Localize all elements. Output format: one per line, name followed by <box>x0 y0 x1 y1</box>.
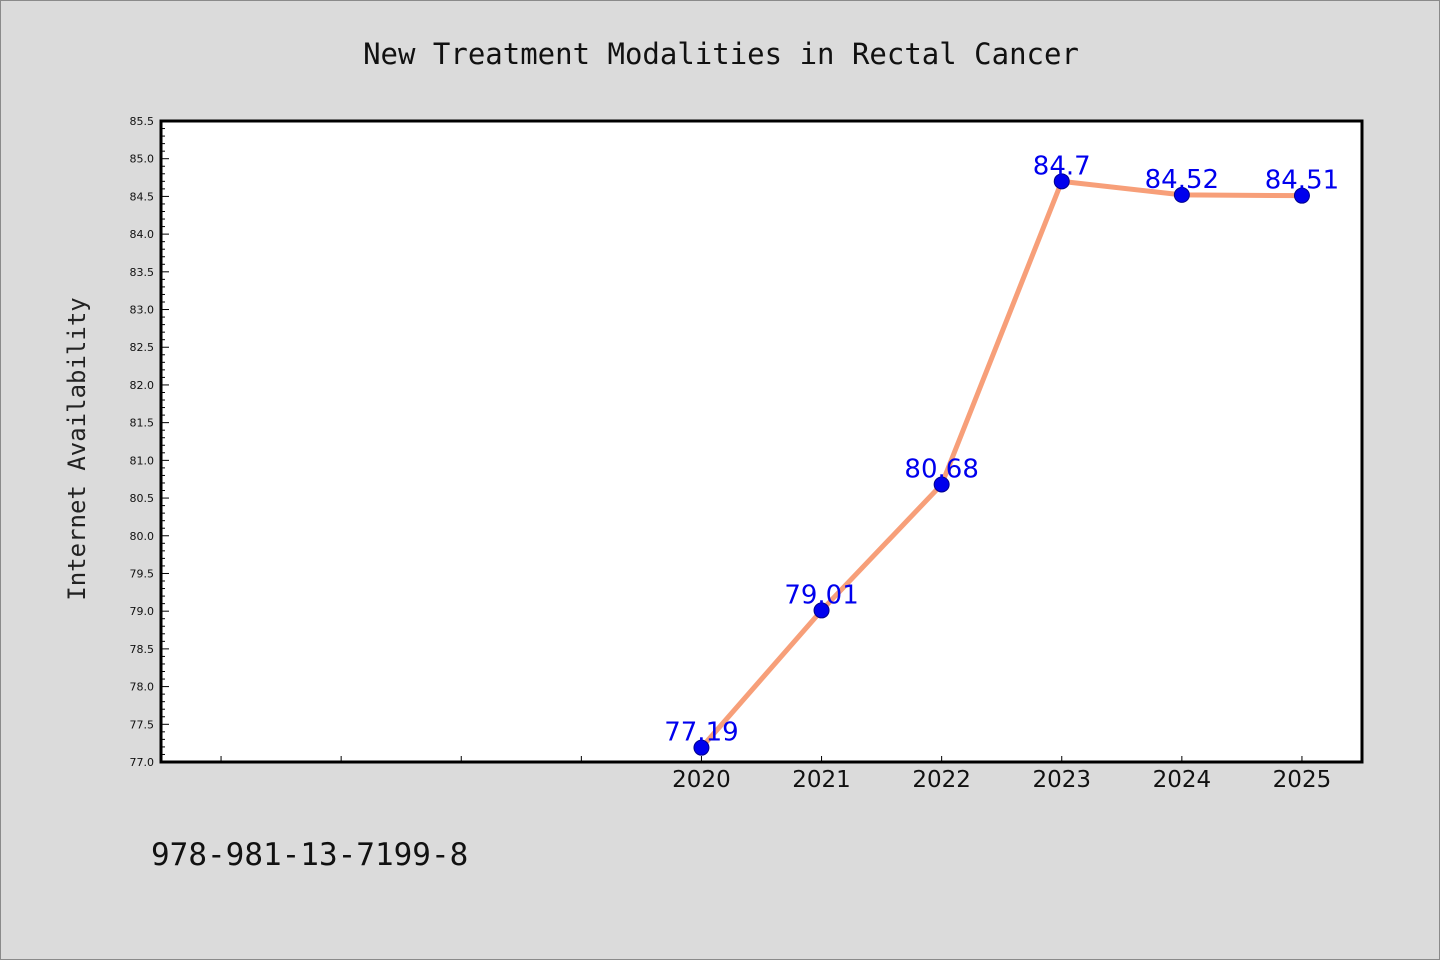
y-tick-label: 79.0 <box>130 605 155 618</box>
y-tick-label: 83.0 <box>130 304 155 317</box>
x-axis: 2020 2021 2022 2023 2024 2025 <box>220 756 1332 793</box>
series-layer: 77.19 79.01 80.68 84.7 84.52 84.51 <box>664 151 1339 756</box>
data-point <box>1173 186 1190 203</box>
data-label: 84.7 <box>1033 151 1091 181</box>
x-tick-label: 2024 <box>1153 767 1212 793</box>
data-label: 79.01 <box>784 580 858 610</box>
data-point <box>1053 173 1070 190</box>
x-tick-label: 2025 <box>1273 767 1332 793</box>
series-line <box>698 178 1305 751</box>
plot-area <box>159 119 1364 764</box>
y-tick-label: 77.5 <box>130 718 155 731</box>
y-tick-label: 80.5 <box>130 492 155 505</box>
y-tick-label: 83.5 <box>130 266 155 279</box>
y-tick-label: 79.5 <box>130 567 155 580</box>
data-point <box>693 739 710 756</box>
y-tick-label: 81.0 <box>130 454 155 467</box>
x-tick-label: 2023 <box>1032 767 1091 793</box>
y-tick-label: 78.0 <box>130 681 155 694</box>
data-label: 80.68 <box>904 454 978 484</box>
data-point <box>1293 187 1310 204</box>
y-tick-label: 80.0 <box>130 530 155 543</box>
y-tick-label: 78.5 <box>130 643 155 656</box>
data-point <box>813 602 830 619</box>
y-tick-label: 82.0 <box>130 379 155 392</box>
data-label: 84.51 <box>1265 166 1339 196</box>
x-tick-label: 2020 <box>672 767 731 793</box>
y-tick-label: 85.0 <box>130 153 155 166</box>
x-tick-label: 2021 <box>792 767 851 793</box>
y-tick-label: 81.5 <box>130 417 155 430</box>
y-tick-label: 84.0 <box>130 228 155 241</box>
y-axis-label: Internet Availability <box>63 297 91 600</box>
data-label: 84.52 <box>1145 165 1219 195</box>
y-tick-label: 82.5 <box>130 341 155 354</box>
data-label: 77.19 <box>664 718 738 748</box>
y-tick-label: 77.0 <box>130 756 155 769</box>
y-axis: 77.0 77.5 78.0 78.5 79.0 79.5 80.0 80.5 81.0 81.5… <box>130 115 169 769</box>
data-point <box>933 476 950 493</box>
x-tick-label: 2022 <box>912 767 971 793</box>
chart-title: New Treatment Modalities in Rectal Cance… <box>363 37 1079 71</box>
y-tick-label: 84.5 <box>130 190 155 203</box>
isbn-text: 978-981-13-7199-8 <box>151 837 468 873</box>
y-tick-label: 85.5 <box>130 115 155 128</box>
